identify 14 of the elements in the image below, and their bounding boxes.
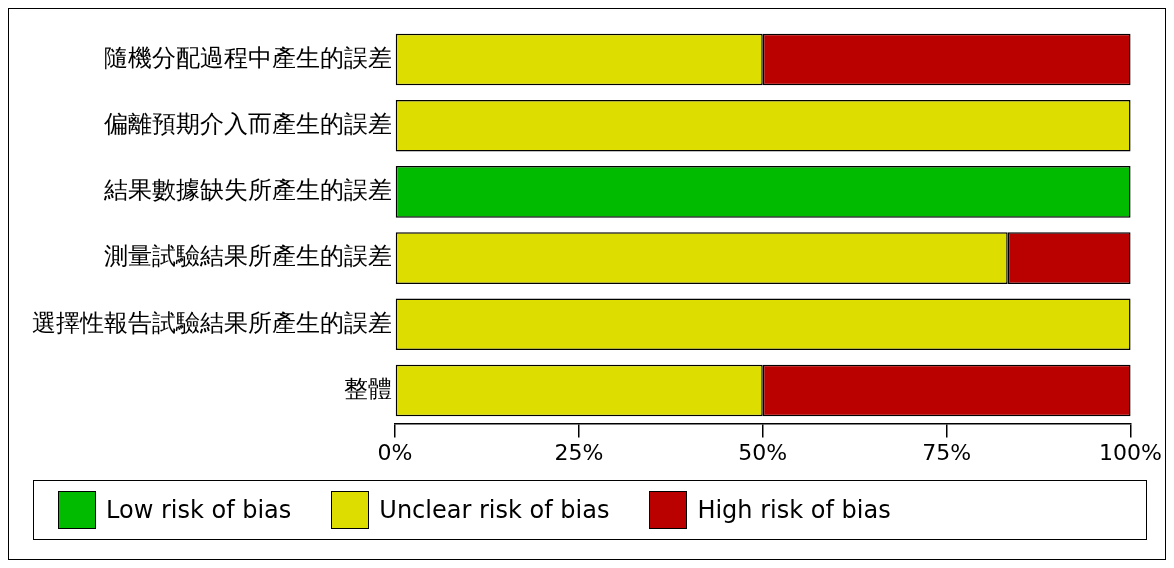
x-tick-label: 50% <box>738 439 788 465</box>
y-tick-label: 整體 <box>344 374 392 403</box>
legend-label: High risk of bias <box>697 496 891 524</box>
y-tick-label: 偏離預期介入而產生的誤差 <box>104 109 392 138</box>
y-tick-label: 隨機分配過程中產生的誤差 <box>104 43 392 72</box>
x-tick-label: 0% <box>377 439 413 465</box>
x-tick-label: 100% <box>1099 439 1163 465</box>
x-tick-label: 75% <box>922 439 972 465</box>
y-tick-label: 結果數據缺失所產生的誤差 <box>103 176 392 205</box>
legend-label: Low risk of bias <box>106 496 292 524</box>
y-tick-label: 測量試驗結果所產生的誤差 <box>104 242 392 271</box>
legend-label: Unclear risk of bias <box>379 496 610 524</box>
y-tick-label: 選擇性報告試驗結果所產生的誤差 <box>32 308 392 337</box>
x-tick-label: 25% <box>554 439 604 465</box>
